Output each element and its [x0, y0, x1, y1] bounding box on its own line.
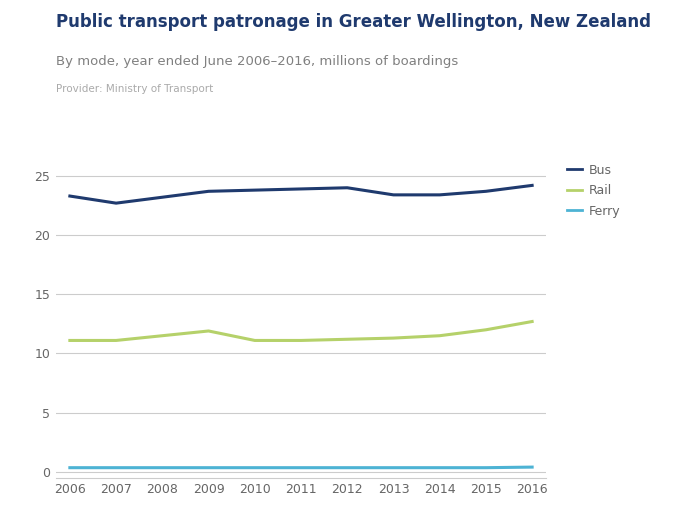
Text: Public transport patronage in Greater Wellington, New Zealand: Public transport patronage in Greater We…: [56, 13, 651, 31]
Legend: Bus, Rail, Ferry: Bus, Rail, Ferry: [562, 159, 625, 223]
Text: By mode, year ended June 2006–2016, millions of boardings: By mode, year ended June 2006–2016, mill…: [56, 55, 459, 68]
Text: figure.nz: figure.nz: [585, 16, 669, 34]
Text: Provider: Ministry of Transport: Provider: Ministry of Transport: [56, 84, 213, 94]
